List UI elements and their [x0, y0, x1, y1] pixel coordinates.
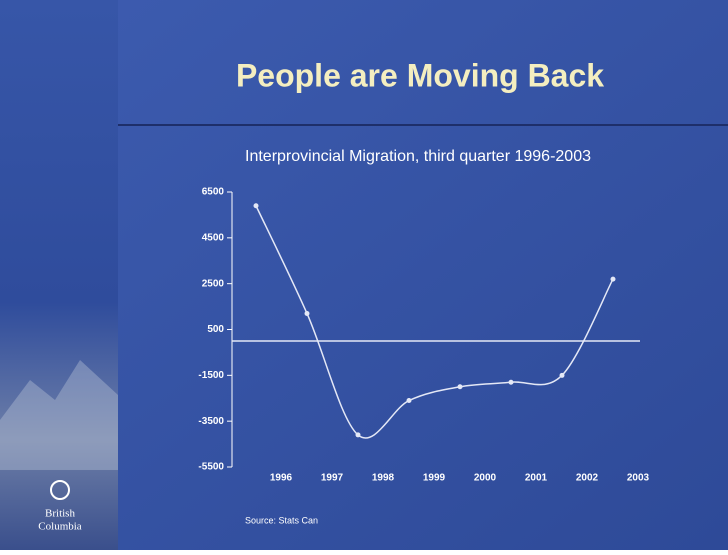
y-tick-label: -1500: [198, 370, 224, 381]
point: [355, 432, 361, 438]
x-tick-label: 2001: [525, 473, 548, 484]
logo-text: Columbia: [38, 521, 82, 533]
point: [304, 310, 310, 316]
y-tick-label: -3500: [198, 416, 224, 427]
y-tick-label: 4500: [202, 232, 225, 243]
point: [457, 384, 463, 390]
plot: 6500 4500 2500 500 -1500 -3500 -5500 1996 1997 19…: [198, 187, 649, 484]
x-tick-label: 1999: [423, 473, 446, 484]
point: [406, 398, 412, 404]
x-tick-label: 1997: [321, 473, 344, 484]
title: People are Moving Back: [236, 57, 604, 93]
logo-crest: [50, 480, 70, 500]
x-tick-label: 1998: [372, 473, 395, 484]
mountain: [0, 360, 118, 470]
y-tick-label: 500: [207, 324, 224, 335]
x-tick-label: 2002: [576, 473, 599, 484]
logo-text: British: [45, 508, 75, 520]
y-tick-label: -5500: [198, 462, 224, 473]
subtitle: Interprovincial Migration, third quarter…: [245, 148, 591, 165]
point: [508, 379, 514, 385]
side-panel: [0, 0, 118, 550]
x-tick-label: 2000: [474, 473, 497, 484]
source: Source: Stats Can: [245, 515, 318, 525]
x-tick-label: 2003: [627, 473, 650, 484]
y-tick-label: 2500: [202, 278, 225, 289]
point: [253, 203, 259, 209]
point: [559, 372, 565, 378]
y-tick-label: 6500: [202, 187, 225, 198]
x-tick-label: 1996: [270, 473, 293, 484]
point: [610, 276, 616, 282]
